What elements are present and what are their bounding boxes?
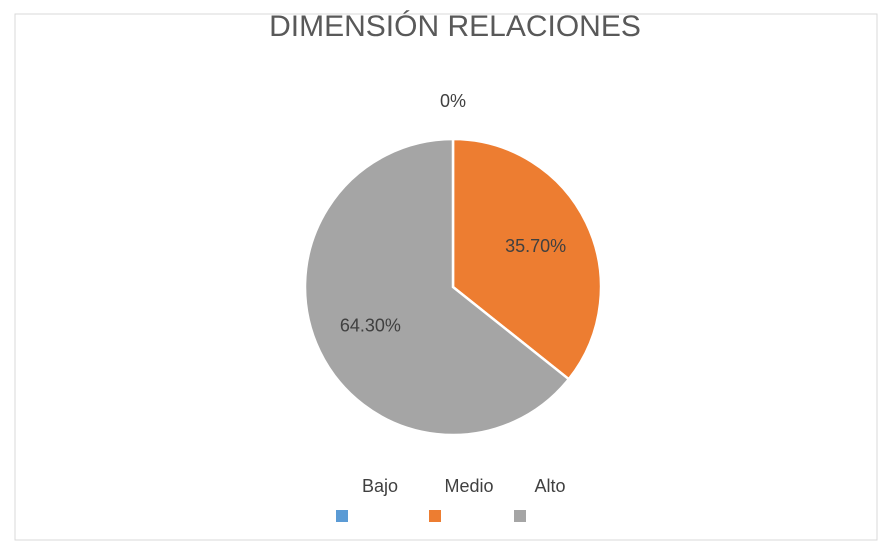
legend-label: Medio (444, 476, 493, 496)
legend-swatch (514, 510, 526, 522)
legend-label: Alto (534, 476, 565, 496)
legend-swatch (336, 510, 348, 522)
data-label: 64.30% (340, 316, 401, 336)
legend-label: Bajo (362, 476, 398, 496)
data-label: 0% (440, 91, 466, 111)
data-label: 35.70% (505, 236, 566, 256)
pie-slice (451, 137, 603, 381)
pie-slice (303, 137, 571, 437)
legend-swatch (429, 510, 441, 522)
chart-title: DIMENSIÓN RELACIONES (269, 10, 641, 43)
